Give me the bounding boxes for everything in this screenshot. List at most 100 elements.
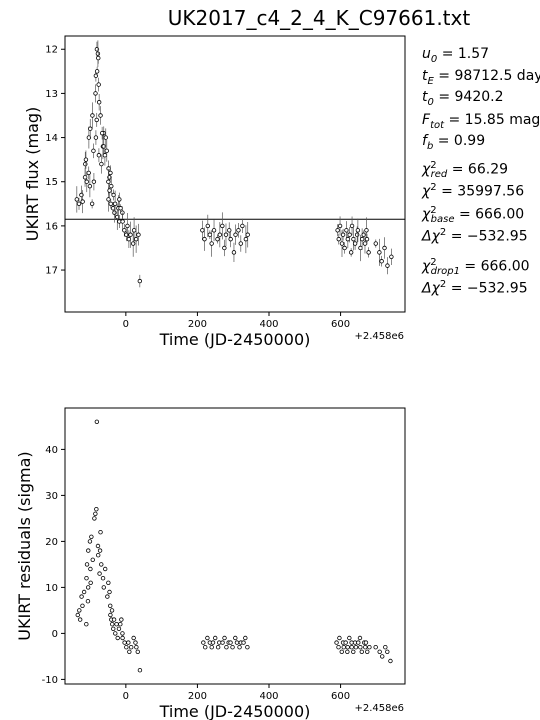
residuals-data-point [113, 631, 118, 636]
residuals-data-point [84, 562, 90, 567]
residuals-data-point [131, 635, 136, 641]
residuals-data-point [115, 635, 120, 641]
residuals-data-point [347, 635, 352, 641]
flux-data-point [231, 250, 237, 255]
residuals-data-point [84, 576, 89, 581]
flux-data-point [349, 223, 355, 229]
param-chi2-base: χ2base = 666.00 [422, 205, 525, 226]
flux-data-point [102, 153, 108, 158]
flux-data-point [366, 250, 371, 255]
residuals-data-point [135, 649, 140, 654]
residuals-data-point [107, 589, 112, 595]
residuals-data-point [120, 631, 125, 636]
flux-x-tick-label: 600 [331, 319, 350, 330]
residuals-data-point [373, 645, 378, 650]
flux-data-point [96, 82, 101, 87]
residuals-data-point [108, 612, 113, 618]
param-Ftot: Ftot = 15.85 mag [422, 112, 540, 131]
residuals-data-point [127, 649, 132, 654]
residuals-data-point [228, 640, 233, 645]
flux-data-point [122, 228, 127, 233]
param-chi2-drop1: χ2drop1 = 666.00 [422, 257, 530, 278]
residuals-y-axis-label: UKIRT residuals (sigma) [15, 451, 34, 640]
residuals-data-point [353, 645, 359, 650]
flux-data-point [99, 130, 105, 136]
flux-data-point [211, 228, 217, 233]
flux-data-point [137, 278, 143, 284]
flux-data-point [90, 113, 95, 118]
residuals-panel: 0 200 400 600 -10 0 10 20 30 40 Time (JD-2450000)… [15, 407, 406, 720]
residuals-data-point [358, 645, 363, 650]
residuals-y-tick-label: -10 [42, 675, 58, 686]
residuals-data-point [95, 553, 101, 558]
residuals-data-point [233, 635, 238, 641]
flux-data-point [354, 232, 360, 237]
flux-axis-ticks: 0 200 400 600 12 13 14 15 16 17 [45, 45, 350, 330]
param-tE: tE = 98712.5 days [422, 68, 540, 87]
flux-data-point [94, 117, 99, 123]
flux-data-point [93, 135, 99, 140]
residuals-data-point [86, 548, 91, 553]
residuals-data-point [116, 626, 122, 631]
flux-data-point [359, 236, 365, 242]
param-chi2: χ2 = 35997.56 [422, 182, 525, 200]
flux-data-point [377, 250, 382, 255]
residuals-data-point [110, 622, 115, 627]
residuals-data-point [93, 511, 98, 516]
flux-data-point [91, 179, 97, 184]
flux-data-point [373, 241, 378, 246]
param-dchi2: Δχ2 = −532.95 [422, 227, 528, 245]
flux-x-tick-label: 0 [123, 319, 129, 330]
residuals-data-point [345, 649, 350, 654]
residuals-data-point [134, 645, 139, 650]
residuals-data-point [380, 654, 385, 659]
residuals-data-point [102, 566, 108, 572]
residuals-data-point [343, 640, 348, 645]
flux-data-point [345, 236, 351, 242]
residuals-data-point [339, 649, 344, 654]
flux-data-point [89, 201, 95, 207]
residuals-data-point [377, 649, 382, 654]
residuals-data-point [367, 645, 372, 650]
residuals-data-point [203, 645, 208, 650]
residuals-data-point [77, 617, 83, 622]
residuals-data-point [84, 622, 89, 627]
residuals-data-point [99, 562, 104, 567]
flux-data-point [243, 236, 249, 242]
flux-data-point [83, 161, 88, 167]
residuals-data-point [118, 622, 123, 627]
residuals-data-point [351, 649, 356, 654]
flux-data-point [379, 259, 384, 264]
flux-data-point [133, 236, 139, 242]
residuals-data-point [77, 608, 82, 613]
residuals-data-point [128, 645, 134, 650]
flux-data-point [96, 153, 102, 158]
flux-data-point [107, 188, 112, 193]
residuals-data-point [237, 645, 242, 650]
flux-data-point [112, 201, 118, 207]
flux-data-point [118, 206, 123, 211]
residuals-data-point [85, 599, 91, 604]
flux-data-point [109, 183, 114, 189]
flux-data-point [200, 228, 205, 233]
flux-data-point [93, 91, 98, 96]
chart-title: UK2017_c4_2_4_K_C97661.txt [168, 6, 471, 30]
flux-data-point [228, 236, 233, 242]
residuals-data-point [341, 645, 346, 650]
flux-data-point [335, 228, 340, 233]
flux-data-point [352, 241, 358, 246]
flux-data-point [337, 223, 343, 229]
residuals-y-tick-label: 0 [52, 629, 58, 640]
flux-data-point [348, 250, 354, 255]
flux-data-point [344, 228, 349, 233]
residuals-y-tick-label: 10 [45, 583, 58, 594]
flux-data-point [87, 183, 93, 189]
residuals-data-point [80, 603, 85, 608]
residuals-y-tick-label: 40 [45, 445, 58, 456]
residuals-data-point [337, 635, 342, 641]
flux-data-point [120, 219, 125, 224]
residuals-data-point [85, 585, 91, 590]
residuals-data-point [109, 608, 115, 613]
flux-data-point [98, 113, 103, 118]
flux-data-point [131, 228, 137, 233]
